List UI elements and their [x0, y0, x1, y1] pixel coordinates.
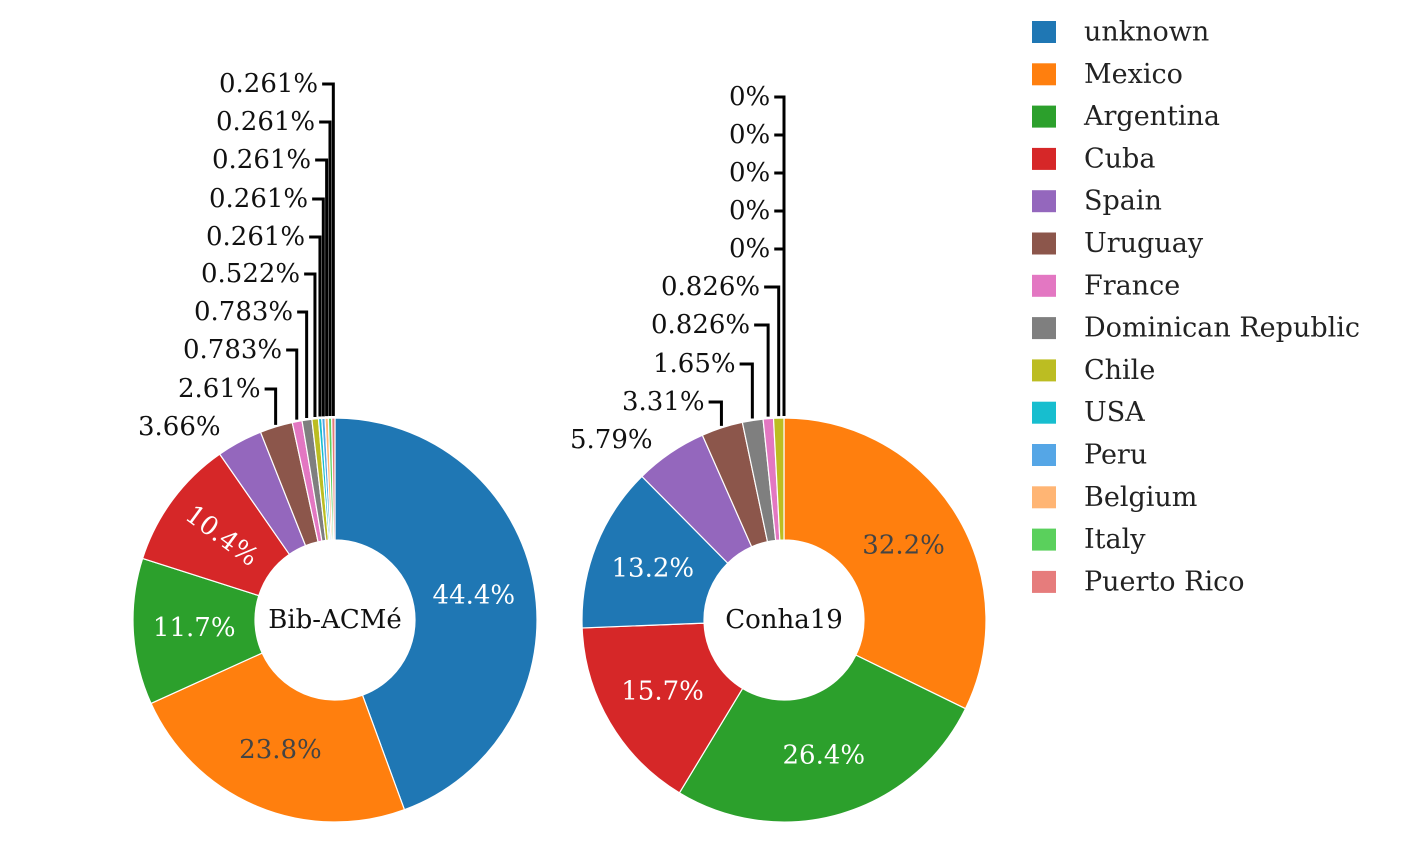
- legend-item-dominican-republic[interactable]: Dominican Republic: [1032, 313, 1360, 344]
- legend-item-uruguay[interactable]: Uruguay: [1032, 228, 1204, 259]
- pie-center-label: Conha19: [725, 605, 843, 635]
- legend-item-cuba[interactable]: Cuba: [1032, 143, 1155, 174]
- pies-group: 44.4%23.8%11.7%10.4%3.66%2.61%0.783%0.78…: [132, 69, 987, 823]
- legend-swatch: [1032, 570, 1056, 593]
- slice-label-uruguay: 2.61%: [178, 374, 261, 404]
- slice-label-peru: 0.261%: [209, 184, 308, 214]
- slice-label-chile: 0.826%: [661, 272, 760, 302]
- slice-unknown: [581, 475, 729, 629]
- slice-label-belgium: 0%: [729, 158, 770, 188]
- leader-line-france: [286, 348, 299, 420]
- slice-label-chile: 0.522%: [201, 259, 300, 289]
- legend-item-peru[interactable]: Peru: [1032, 440, 1147, 471]
- legend-swatch: [1032, 63, 1056, 86]
- slice-label-spain: 3.66%: [138, 412, 221, 442]
- legend-swatch: [1032, 105, 1056, 128]
- pie-center-label: Bib-ACMé: [268, 605, 402, 635]
- leader-line-puerto-rico: [774, 95, 786, 416]
- leader-line-uruguay: [264, 387, 278, 425]
- slice-label-france: 0.826%: [651, 310, 750, 340]
- slice-label-mexico: 23.8%: [239, 735, 322, 765]
- legend-label: unknown: [1084, 17, 1209, 48]
- legend-swatch: [1032, 147, 1056, 170]
- leader-line-puerto-rico: [322, 82, 335, 417]
- slice-label-spain: 5.79%: [570, 425, 653, 455]
- slice-label-uruguay: 3.31%: [622, 387, 705, 417]
- slice-argentina: [132, 557, 263, 705]
- leader-line-dominican-republic: [297, 310, 309, 418]
- slice-mexico: [150, 652, 406, 823]
- legend-swatch: [1032, 190, 1056, 213]
- leader-line-dominican-republic: [739, 362, 754, 419]
- slice-label-italy: 0.261%: [216, 107, 315, 137]
- slice-label-argentina: 26.4%: [783, 740, 866, 770]
- slice-puerto-rico: [331, 417, 336, 541]
- leader-line-uruguay: [708, 400, 723, 426]
- legend-label: Spain: [1084, 186, 1162, 217]
- leader-line-chile: [304, 272, 317, 417]
- legend-item-mexico[interactable]: Mexico: [1032, 59, 1183, 90]
- legend-item-usa[interactable]: USA: [1032, 397, 1145, 428]
- leader-line-usa: [309, 235, 322, 417]
- slice-label-belgium: 0.261%: [212, 145, 311, 175]
- slice-unknown: [334, 417, 538, 811]
- slice-label-puerto-rico: 0.261%: [219, 69, 318, 99]
- legend-item-chile[interactable]: Chile: [1032, 355, 1155, 386]
- legend-label: Belgium: [1084, 482, 1197, 513]
- legend-item-unknown[interactable]: unknown: [1032, 17, 1209, 48]
- slice-label-unknown: 13.2%: [612, 553, 695, 583]
- legend-swatch: [1032, 232, 1056, 255]
- donut-bib-acm: 44.4%23.8%11.7%10.4%3.66%2.61%0.783%0.78…: [132, 69, 538, 823]
- legend-swatch: [1032, 21, 1056, 43]
- slice-label-usa: 0.261%: [206, 222, 305, 252]
- legend-item-spain[interactable]: Spain: [1032, 186, 1162, 217]
- legend-label: Argentina: [1083, 101, 1220, 132]
- slice-label-dominican-republic: 1.65%: [653, 349, 736, 379]
- legend-swatch: [1032, 444, 1056, 466]
- legend-label: Italy: [1084, 524, 1146, 555]
- slice-label-italy: 0%: [729, 120, 770, 150]
- slice-chile: [772, 417, 785, 541]
- leader-line-chile: [764, 285, 781, 417]
- legend-label: Cuba: [1084, 143, 1155, 174]
- slice-label-mexico: 32.2%: [862, 530, 945, 560]
- slice-cuba: [581, 622, 744, 794]
- legend-item-argentina[interactable]: Argentina: [1032, 101, 1220, 132]
- legend: unknown Mexico Argentina Cuba Spain Uruguay Fr…: [1032, 17, 1360, 597]
- slice-label-cuba: 15.7%: [621, 677, 704, 707]
- slice-label-unknown: 44.4%: [433, 580, 516, 610]
- slice-label-france: 0.783%: [183, 335, 282, 365]
- legend-label: USA: [1084, 397, 1145, 428]
- legend-item-italy[interactable]: Italy: [1032, 524, 1146, 555]
- legend-swatch: [1032, 359, 1056, 382]
- slice-label-puerto-rico: 0%: [729, 82, 770, 112]
- slice-label-argentina: 11.7%: [153, 613, 236, 643]
- leader-line-peru: [312, 197, 325, 417]
- legend-label: Puerto Rico: [1084, 566, 1244, 597]
- legend-label: Uruguay: [1084, 228, 1204, 259]
- legend-item-france[interactable]: France: [1032, 270, 1180, 301]
- legend-label: Peru: [1084, 440, 1147, 471]
- legend-label: Chile: [1084, 355, 1155, 386]
- slice-label-dominican-republic: 0.783%: [194, 297, 293, 327]
- legend-item-puerto-rico[interactable]: Puerto Rico: [1032, 566, 1244, 597]
- leader-line-belgium: [315, 158, 329, 417]
- slice-argentina: [678, 654, 967, 823]
- legend-swatch: [1032, 401, 1056, 424]
- legend-swatch: [1032, 528, 1056, 551]
- legend-swatch: [1032, 317, 1056, 340]
- legend-item-belgium[interactable]: Belgium: [1032, 482, 1197, 513]
- legend-label: France: [1084, 270, 1180, 301]
- slice-label-usa: 0%: [729, 234, 770, 264]
- slice-mexico: [783, 417, 987, 710]
- leader-line-italy: [319, 120, 332, 417]
- donut-conha19: 32.2% 26.4% 15.7% 13.2% 5.79% 3.31% 1.65% 0.826…: [570, 82, 987, 823]
- legend-label: Mexico: [1084, 59, 1183, 90]
- legend-swatch: [1032, 274, 1056, 297]
- legend-swatch: [1032, 486, 1056, 509]
- slice-label-peru: 0%: [729, 196, 770, 226]
- leader-line-france: [754, 323, 770, 417]
- legend-label: Dominican Republic: [1084, 313, 1360, 344]
